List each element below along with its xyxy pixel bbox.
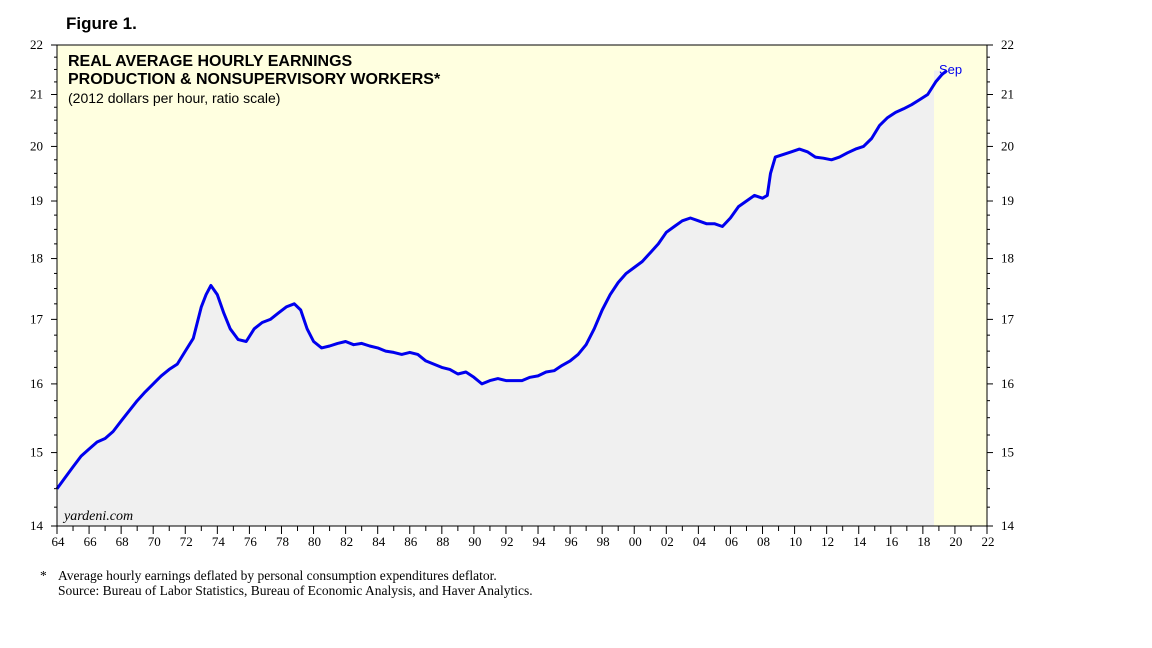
y-tick-label-right: 14 [1001, 518, 1015, 533]
y-tick-label-right: 19 [1001, 193, 1014, 208]
footnote-line: * Average hourly earnings deflated by per… [40, 568, 533, 583]
y-tick-label-right: 22 [1001, 37, 1014, 52]
x-tick-label: 80 [308, 534, 321, 549]
y-tick-label-right: 20 [1001, 138, 1014, 153]
y-tick-label-left: 22 [30, 37, 43, 52]
chart: 14 14 15 15 16 16 17 17 18 18 19 19 20 20 21 21 22 22 64 66… [30, 37, 1015, 549]
x-tick-label: 96 [565, 534, 579, 549]
y-tick-label-right: 17 [1001, 311, 1015, 326]
x-tick-label: 66 [84, 534, 98, 549]
x-tick-label: 10 [789, 534, 802, 549]
x-tick-label: 14 [853, 534, 867, 549]
x-tick-label: 86 [404, 534, 418, 549]
footnote-text: Average hourly earnings deflated by pers… [58, 568, 497, 583]
y-tick-label-right: 16 [1001, 376, 1015, 391]
tick-layer: 14 14 15 15 16 16 17 17 18 18 19 19 20 20 21 21 22 22 64 66… [30, 37, 1015, 549]
y-tick-label-right: 21 [1001, 87, 1014, 102]
x-tick-label: 08 [757, 534, 770, 549]
area-layer [57, 70, 947, 526]
chart-title: REAL AVERAGE HOURLY EARNINGS [68, 53, 353, 70]
y-tick-label-right: 15 [1001, 445, 1014, 460]
area-fill [57, 70, 947, 526]
y-tick-label-left: 15 [30, 445, 43, 460]
y-tick-label-left: 17 [30, 311, 44, 326]
x-tick-label: 70 [148, 534, 161, 549]
x-tick-label: 64 [52, 534, 66, 549]
x-tick-label: 02 [661, 534, 674, 549]
footnote-marker: * [40, 568, 47, 583]
x-tick-label: 00 [629, 534, 642, 549]
plot-frame [56, 44, 988, 527]
watermark: yardeni.com [62, 509, 133, 524]
series-layer [55, 69, 948, 490]
x-tick-label: 68 [116, 534, 129, 549]
footnote: * Average hourly earnings deflated by per… [40, 568, 533, 598]
x-tick-label: 94 [533, 534, 547, 549]
x-tick-label: 74 [212, 534, 226, 549]
chart-units-note: (2012 dollars per hour, ratio scale) [68, 90, 280, 106]
x-tick-label: 20 [949, 534, 962, 549]
end-label: Sep [939, 62, 962, 77]
x-tick-label: 18 [917, 534, 930, 549]
x-tick-label: 82 [340, 534, 353, 549]
y-tick-label-left: 14 [30, 518, 44, 533]
y-tick-label-left: 21 [30, 87, 43, 102]
chart-subtitle: PRODUCTION & NONSUPERVISORY WORKERS* [68, 71, 441, 88]
y-tick-label-left: 20 [30, 138, 43, 153]
x-tick-label: 90 [468, 534, 481, 549]
figure-label: Figure 1. [66, 14, 137, 33]
x-tick-label: 92 [500, 534, 513, 549]
y-tick-label-right: 18 [1001, 251, 1014, 266]
series-line [55, 69, 948, 490]
x-tick-label: 72 [180, 534, 193, 549]
x-tick-label: 98 [597, 534, 610, 549]
x-tick-label: 16 [885, 534, 899, 549]
y-tick-label-left: 19 [30, 193, 43, 208]
x-tick-label: 78 [276, 534, 289, 549]
x-tick-label: 76 [244, 534, 258, 549]
y-tick-label-left: 18 [30, 251, 43, 266]
x-tick-label: 88 [436, 534, 449, 549]
x-tick-label: 12 [821, 534, 834, 549]
x-tick-label: 06 [725, 534, 739, 549]
y-tick-label-left: 16 [30, 376, 44, 391]
source-line: Source: Bureau of Labor Statistics, Bure… [58, 583, 533, 598]
x-tick-label: 22 [982, 534, 995, 549]
x-tick-label: 84 [372, 534, 386, 549]
x-tick-label: 04 [693, 534, 707, 549]
